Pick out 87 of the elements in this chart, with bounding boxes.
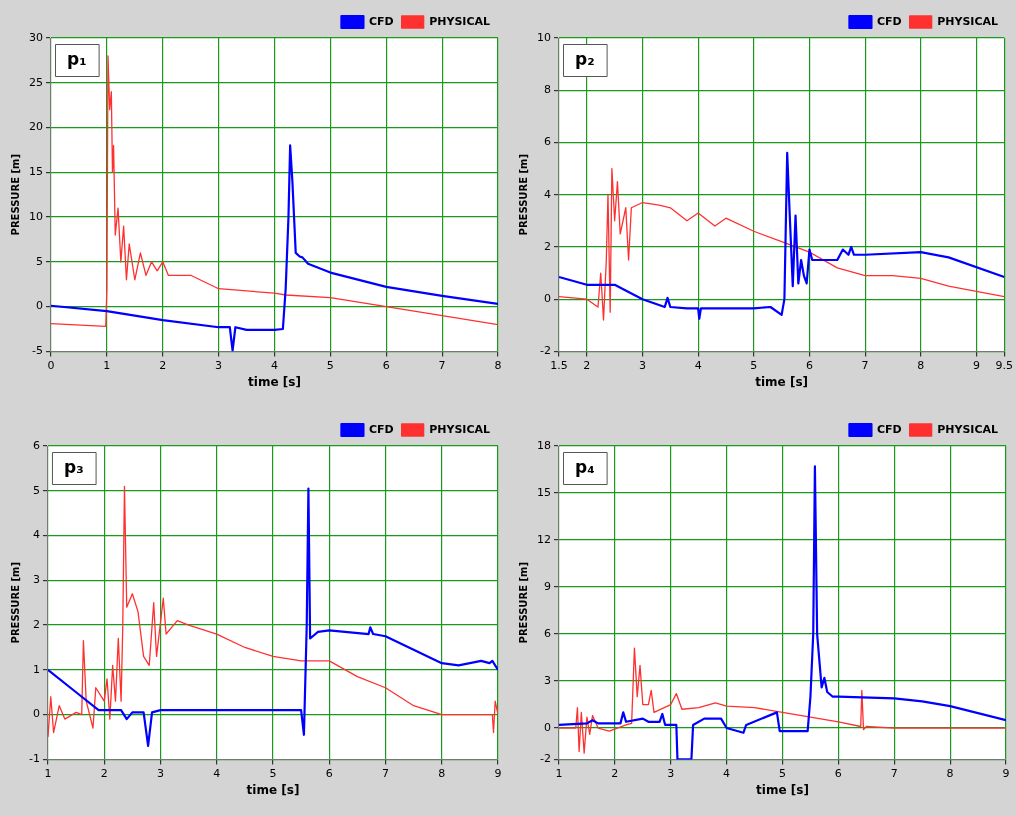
y-tick-label: -1 [29, 752, 40, 766]
y-tick-label: 5 [36, 254, 43, 268]
x-tick-label: 3 [667, 766, 675, 780]
y-axis-title: PRESSURE [m] [517, 153, 529, 236]
y-axis-title: PRESSURE [m] [517, 561, 529, 644]
x-tick-label: 8 [438, 766, 446, 780]
y-tick-label: 0 [32, 707, 40, 721]
x-tick-label: 9.5 [995, 358, 1013, 372]
x-tick-label: 5 [750, 358, 758, 372]
x-tick-label: 8 [946, 766, 954, 780]
x-tick-label: 9 [494, 766, 502, 780]
y-axis-title: PRESSURE [m] [9, 153, 21, 236]
x-tick-label: 5 [779, 766, 786, 780]
x-tick-label: 8 [494, 358, 502, 372]
x-tick-label: 3 [638, 358, 646, 372]
y-tick-label: -2 [540, 752, 551, 766]
legend-label: CFD [876, 14, 902, 28]
y-axis-title: PRESSURE [m] [9, 561, 21, 644]
x-tick-label: 6 [805, 358, 813, 372]
x-axis-title: time [s] [756, 782, 809, 797]
y-tick-label: 30 [29, 30, 43, 44]
y-tick-label: 3 [32, 573, 40, 587]
legend-label: PHYSICAL [937, 14, 998, 28]
x-tick-label: 2 [159, 358, 167, 372]
x-tick-label: 8 [917, 358, 925, 372]
x-tick-label: 3 [215, 358, 223, 372]
x-tick-label: 4 [694, 358, 702, 372]
y-tick-label: 2 [544, 239, 551, 253]
y-tick-label: 4 [544, 187, 551, 201]
y-tick-label: 0 [36, 299, 43, 313]
x-tick-label: 4 [213, 766, 221, 780]
y-tick-label: 8 [544, 83, 551, 97]
x-tick-label: 6 [834, 766, 842, 780]
y-tick-label: 1 [32, 662, 40, 676]
y-tick-label: 10 [29, 209, 43, 223]
x-tick-label: 9 [972, 358, 980, 372]
y-tick-label: 15 [537, 485, 551, 499]
y-tick-label: 4 [32, 528, 40, 542]
x-tick-label: 3 [156, 766, 164, 780]
y-tick-label: 20 [29, 120, 43, 134]
y-tick-label: 10 [537, 30, 551, 44]
y-tick-label: 6 [544, 135, 551, 149]
legend-label: CFD [368, 422, 394, 436]
x-tick-label: 1 [555, 766, 563, 780]
x-tick-label: 1.5 [550, 358, 568, 372]
y-tick-label: 0 [544, 292, 551, 306]
y-tick-label: 0 [544, 720, 551, 734]
annotation: p₄ [575, 457, 595, 478]
x-tick-label: 5 [326, 358, 334, 372]
x-axis-title: time [s] [246, 782, 300, 797]
y-tick-label: 9 [544, 579, 551, 593]
x-axis-title: time [s] [248, 374, 301, 389]
x-tick-label: 7 [890, 766, 898, 780]
y-tick-label: -2 [540, 344, 551, 358]
y-tick-label: -5 [32, 344, 43, 358]
x-tick-label: 0 [47, 358, 55, 372]
annotation: p₃ [63, 457, 84, 478]
x-tick-label: 1 [103, 358, 111, 372]
x-tick-label: 7 [438, 358, 446, 372]
x-tick-label: 4 [271, 358, 278, 372]
legend-label: PHYSICAL [937, 422, 998, 436]
legend-label: PHYSICAL [429, 14, 490, 28]
legend-label: CFD [368, 14, 394, 28]
x-tick-label: 2 [583, 358, 591, 372]
y-tick-label: 18 [537, 438, 551, 452]
y-tick-label: 12 [537, 532, 551, 546]
annotation: p₁ [67, 49, 87, 70]
annotation: p₂ [575, 49, 595, 70]
y-tick-label: 25 [29, 75, 43, 89]
y-tick-label: 2 [32, 617, 40, 631]
y-tick-label: 5 [32, 483, 40, 497]
y-tick-label: 6 [32, 438, 40, 452]
y-tick-label: 15 [29, 165, 43, 179]
x-tick-label: 9 [1002, 766, 1010, 780]
x-tick-label: 5 [269, 766, 277, 780]
x-tick-label: 2 [100, 766, 108, 780]
legend-label: PHYSICAL [429, 422, 490, 436]
x-tick-label: 6 [325, 766, 333, 780]
y-tick-label: 6 [544, 626, 551, 640]
x-axis-title: time [s] [755, 374, 809, 389]
x-tick-label: 6 [382, 358, 390, 372]
x-tick-label: 4 [723, 766, 731, 780]
x-tick-label: 2 [611, 766, 619, 780]
legend-label: CFD [876, 422, 902, 436]
x-tick-label: 7 [381, 766, 389, 780]
y-tick-label: 3 [544, 673, 551, 687]
x-tick-label: 7 [861, 358, 869, 372]
